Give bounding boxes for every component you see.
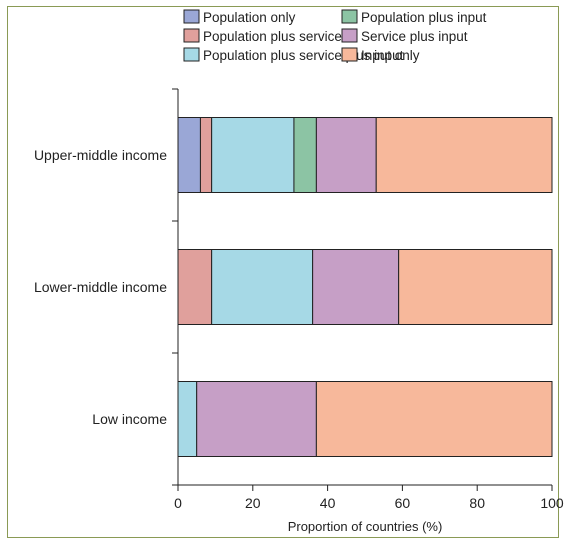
- x-tick-label: 60: [395, 495, 411, 511]
- bar-upper-middle-income-population-only: [177, 117, 201, 193]
- legend-label-population-only: Population only: [203, 10, 296, 25]
- category-label-lower-middle-income: Lower-middle income: [34, 279, 167, 295]
- bar-lower-middle-income-population-plus-service: [177, 249, 213, 325]
- x-tick-label: 0: [174, 495, 182, 511]
- category-label-low-income: Low income: [92, 411, 167, 427]
- bar-low-income-service-plus-input: [196, 381, 317, 457]
- bar-lower-middle-income-input-only: [398, 249, 553, 325]
- bar-upper-middle-income-input-only: [375, 117, 553, 193]
- x-tick-label: 100: [540, 495, 564, 511]
- legend-label-population-plus-service: Population plus service: [203, 29, 342, 44]
- bar-low-income-population-plus-service-plus-input: [177, 381, 198, 457]
- legend-swatch-population-plus-input: [341, 9, 358, 24]
- bar-upper-middle-income-population-plus-service: [199, 117, 213, 193]
- category-label-upper-middle-income: Upper-middle income: [34, 147, 167, 163]
- legend-swatch-population-plus-service-plus-input: [183, 47, 200, 62]
- legend-swatch-population-only: [183, 9, 200, 24]
- legend-swatch-input-only: [341, 47, 358, 62]
- x-axis-title: Proportion of countries (%): [288, 519, 443, 534]
- axes: 0 20 40 60 80 100 Upper-middle income Lower-mid…: [34, 88, 564, 511]
- bar-upper-middle-income-service-plus-input: [315, 117, 377, 193]
- legend-swatch-service-plus-input: [341, 28, 358, 43]
- bars: [177, 117, 553, 457]
- bar-low-income-input-only: [315, 381, 553, 457]
- bar-upper-middle-income-population-plus-service-plus-input: [211, 117, 295, 193]
- bar-upper-middle-income-population-plus-input: [293, 117, 317, 193]
- legend-label-service-plus-input: Service plus input: [361, 29, 468, 44]
- x-tick-label: 80: [469, 495, 485, 511]
- legend: Population only Population plus input Popu…: [183, 9, 487, 63]
- legend-label-input-only: Input only: [361, 48, 420, 63]
- bar-lower-middle-income-service-plus-input: [312, 249, 400, 325]
- x-tick-label: 20: [245, 495, 261, 511]
- legend-swatch-population-plus-service: [183, 28, 200, 43]
- legend-label-population-plus-input: Population plus input: [361, 10, 487, 25]
- x-tick-label: 40: [320, 495, 336, 511]
- bar-lower-middle-income-population-plus-service-plus-input: [211, 249, 314, 325]
